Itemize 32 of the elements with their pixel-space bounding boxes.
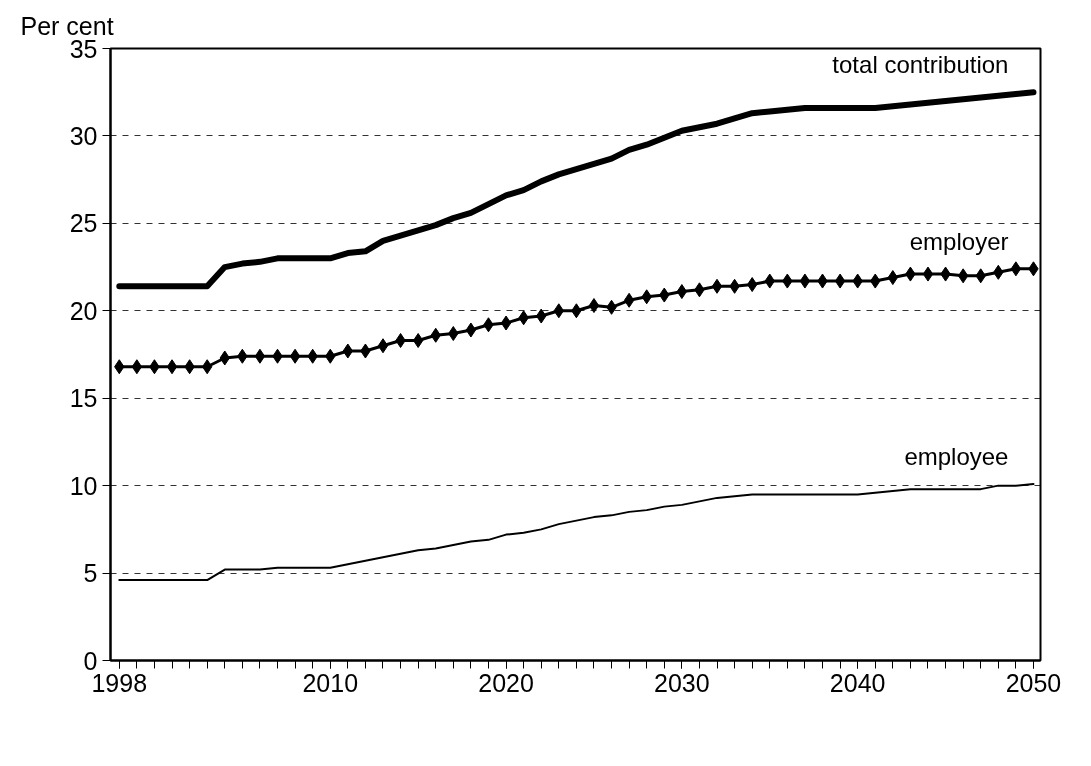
x-tick-label: 2010 — [302, 668, 359, 697]
point — [289, 348, 301, 364]
point — [922, 266, 934, 282]
point — [623, 292, 635, 308]
point — [957, 268, 969, 284]
point — [500, 315, 512, 331]
y-tick-label: 15 — [69, 384, 98, 413]
point — [676, 284, 688, 300]
y-tick-label: 20 — [69, 296, 98, 325]
x-tick-label: 2040 — [829, 668, 886, 697]
point — [588, 298, 600, 314]
x-tick-label: 2020 — [478, 668, 534, 697]
point — [166, 359, 178, 375]
point — [465, 322, 477, 338]
y-tick-label: 0 — [83, 646, 98, 675]
series-label: employer — [909, 227, 1009, 255]
point — [711, 278, 723, 294]
y-tick-label: 5 — [83, 559, 98, 588]
x-tick-label: 2050 — [1005, 668, 1062, 697]
y-tick-label: 30 — [69, 121, 98, 150]
point — [377, 338, 389, 354]
point — [834, 273, 846, 289]
series-label: total contribution — [832, 51, 1009, 79]
point — [799, 273, 811, 289]
point — [1010, 261, 1022, 277]
point — [412, 333, 424, 349]
point — [254, 348, 266, 364]
y-tick-label: 25 — [69, 209, 98, 238]
x-tick-label: 2030 — [654, 668, 710, 697]
series-label: employee — [904, 442, 1009, 470]
y-tick-label: 10 — [69, 471, 98, 500]
point — [131, 359, 143, 375]
